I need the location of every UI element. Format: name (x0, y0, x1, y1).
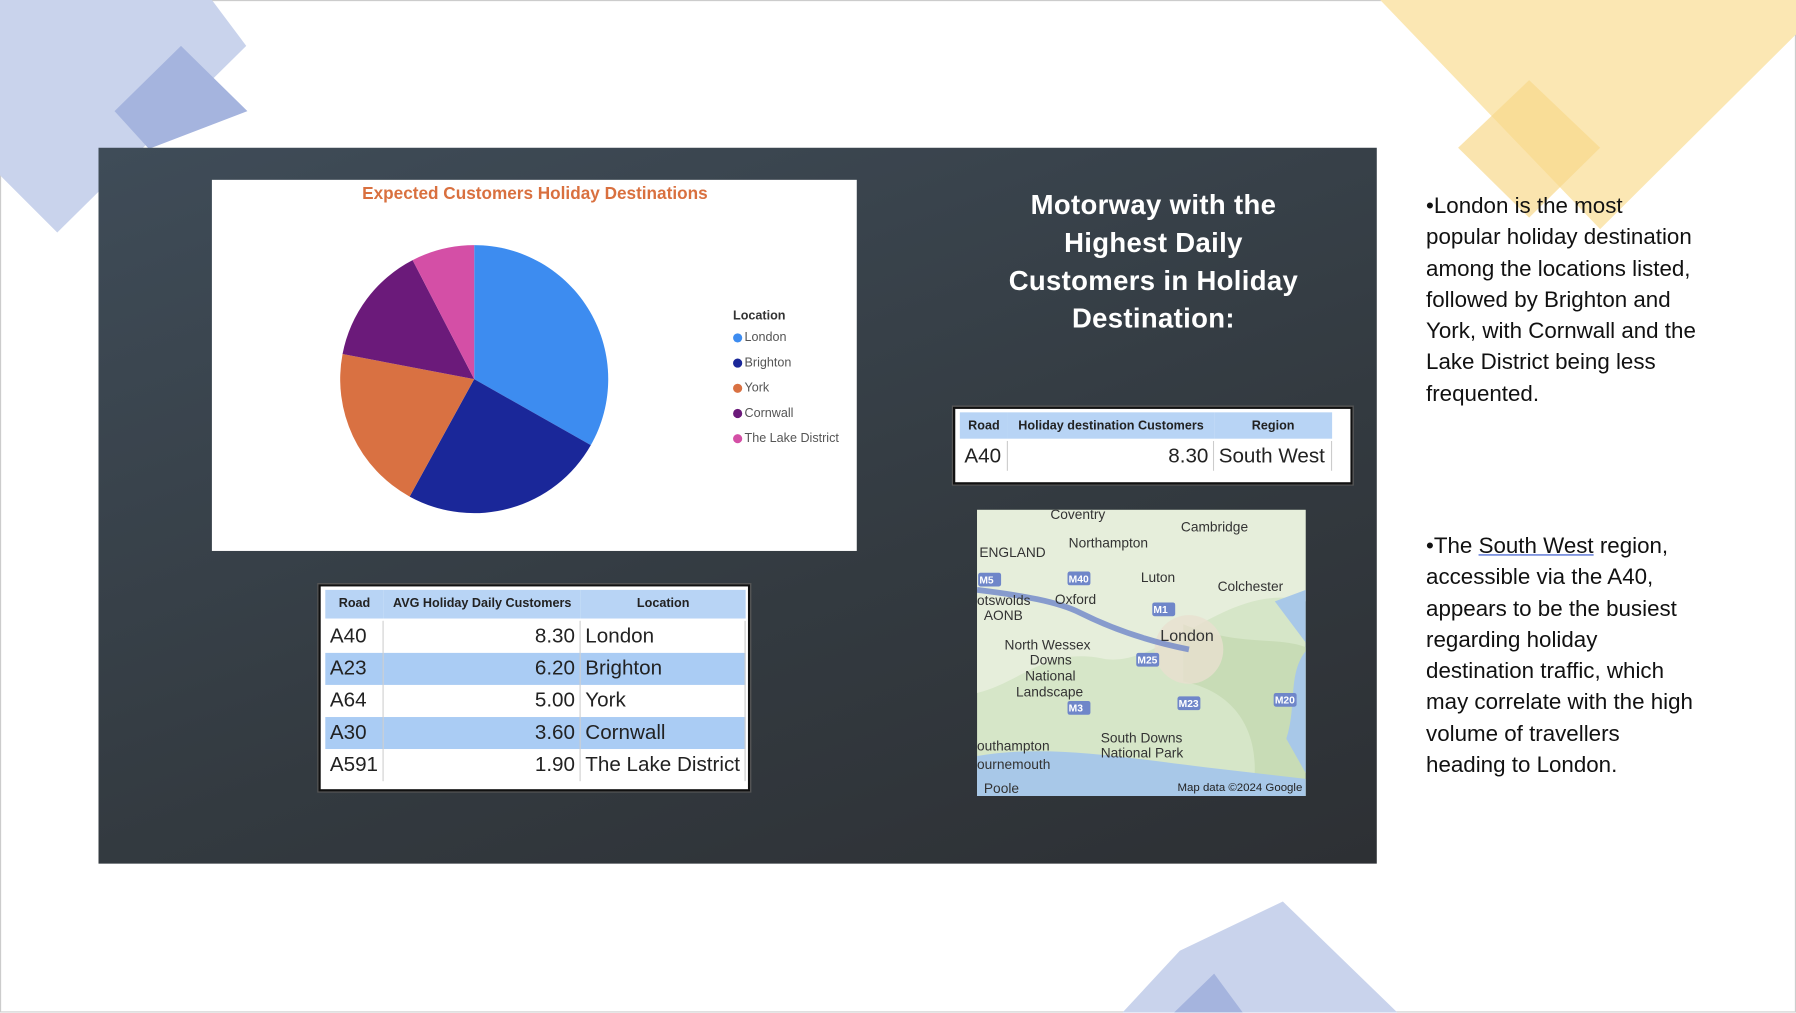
road-shield (1136, 652, 1160, 667)
map: Coventry Northampton Cambridge ENGLAND M40 Lu… (977, 509, 1306, 797)
table-cell: 8.30 (383, 620, 581, 653)
chart-title: Expected Customers Holiday Destinations (362, 183, 707, 203)
map-label: Northampton (1069, 536, 1148, 551)
column-header: Location (580, 589, 746, 619)
pie-slice (409, 379, 591, 514)
road-shield (1273, 692, 1297, 707)
heading-line: Destination: (1071, 303, 1235, 335)
map-label: M3 (1069, 704, 1084, 715)
table-cell: Brighton (580, 652, 746, 685)
table-cell: York (580, 684, 746, 718)
table-cell: A40 (959, 440, 1008, 471)
main-table: Road AVG Holiday Daily Customers Location A… (317, 583, 752, 793)
table-cell: South West (1214, 440, 1333, 471)
map-label: M20 (1275, 696, 1295, 707)
table-cell: London (580, 620, 746, 653)
table-cell: A23 (325, 652, 384, 685)
legend-swatch (733, 333, 743, 343)
map-label: London (1160, 627, 1213, 645)
note-link: South West (1478, 533, 1594, 559)
legend-title: Location (733, 308, 785, 322)
legend-label: Cornwall (745, 406, 794, 420)
table-cell: A591 (325, 749, 384, 782)
map-label: M25 (1137, 656, 1157, 667)
map-label: North Wessex (1005, 638, 1091, 653)
note-text: •The (1426, 533, 1479, 559)
column-header: Region (1214, 412, 1333, 439)
map-label: AONB (984, 608, 1023, 623)
column-header: Road (959, 412, 1008, 439)
map-label: ENGLAND (979, 545, 1045, 560)
map-label: M40 (1069, 574, 1089, 585)
pie-slice (340, 354, 475, 497)
table-cell: 6.20 (383, 652, 581, 685)
map-label: National (1025, 669, 1075, 684)
pie-slice (474, 245, 609, 446)
road-shield (978, 572, 1002, 587)
map-label: South Downs (1101, 730, 1183, 745)
heading-line: Motorway with the (1030, 190, 1277, 222)
legend-swatch (733, 358, 743, 368)
legend-swatch (733, 408, 743, 419)
table-cell: The Lake District (580, 749, 746, 782)
map-label: Downs (1030, 653, 1072, 668)
map-label: otswolds (977, 593, 1031, 608)
note-1: •London is the most popular holiday dest… (1426, 193, 1696, 407)
heading-line: Customers in Holiday (1008, 265, 1299, 297)
road-shield (1152, 602, 1176, 617)
road-shield (1067, 571, 1091, 586)
table-cell: A40 (325, 620, 384, 653)
map-label: Landscape (1016, 685, 1084, 700)
map-label: National Park (1101, 745, 1184, 760)
map-label: M23 (1179, 699, 1199, 710)
column-header: Road (325, 589, 384, 619)
legend-label: London (745, 330, 787, 344)
map-label: outhampton (977, 738, 1050, 753)
table-cell: 1.90 (383, 749, 581, 782)
legend-swatch (733, 383, 743, 393)
column-header: AVG Holiday Daily Customers (383, 589, 581, 619)
map-label: Oxford (1055, 592, 1096, 607)
table-cell: A30 (325, 717, 384, 750)
heading: Motorway with the Highest Daily Customers … (962, 187, 1345, 338)
map-label: Poole (984, 781, 1019, 796)
road-shield (1177, 696, 1201, 711)
legend-label: The Lake District (745, 431, 840, 445)
note-2: •The South West region, accessible via t… (1426, 531, 1701, 781)
legend-label: York (745, 381, 770, 395)
column-header: Holiday destination Customers (1007, 412, 1215, 439)
pie-slice (342, 260, 475, 380)
table-cell: Cornwall (580, 717, 746, 750)
legend-swatch (733, 434, 743, 444)
table-cell: 3.60 (383, 717, 581, 750)
map-label: Colchester (1218, 579, 1284, 594)
top-table: Road Holiday destination Customers Region A… (951, 405, 1354, 486)
map-label: Coventry (1050, 510, 1105, 522)
pie-chart: Expected Customers Holiday Destinations … (340, 183, 840, 514)
heading-line: Highest Daily (1064, 227, 1243, 259)
pie-card: Expected Customers Holiday Destinations … (211, 179, 857, 551)
table-cell: A64 (325, 684, 384, 718)
pie-slice (412, 245, 475, 380)
map-label: Cambridge (1181, 520, 1249, 535)
map-credit: Map data ©2024 Google (1178, 782, 1303, 794)
map-label: ournemouth (977, 757, 1050, 772)
legend-label: Brighton (745, 355, 792, 369)
note-text: region, accessible via the A40, appears … (1426, 533, 1693, 778)
table-cell: 8.30 (1007, 440, 1215, 471)
map-label: M5 (979, 575, 994, 586)
map-label: M1 (1153, 605, 1168, 616)
table-cell: 5.00 (383, 684, 581, 718)
road-shield (1067, 700, 1091, 715)
map-label: Luton (1141, 570, 1175, 585)
